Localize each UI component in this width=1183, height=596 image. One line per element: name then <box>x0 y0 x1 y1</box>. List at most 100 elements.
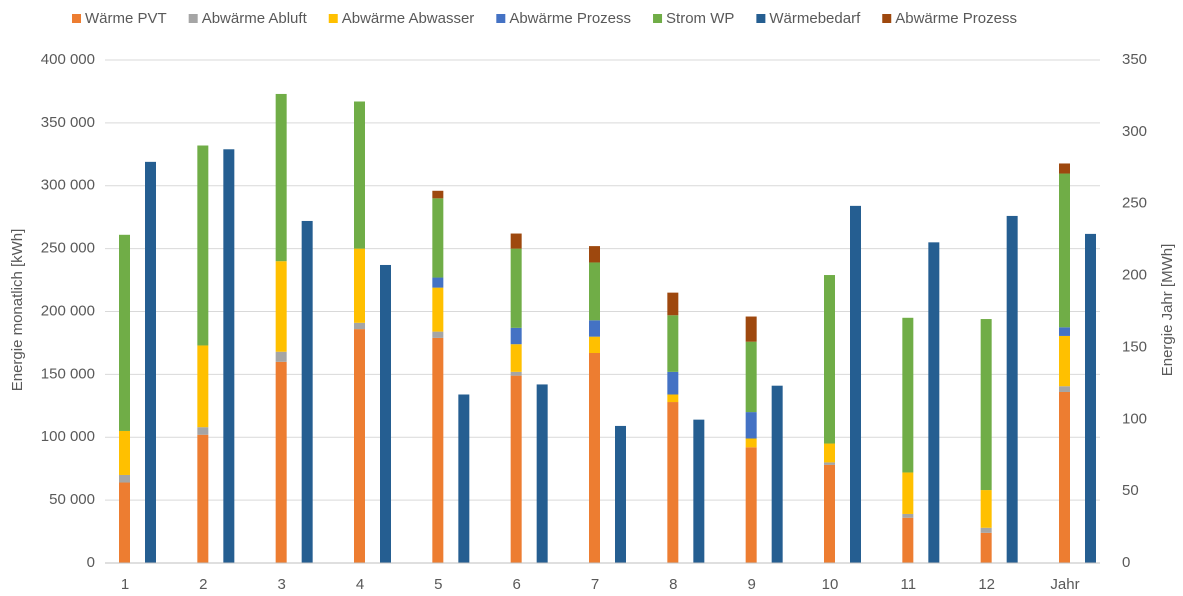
bar-segment <box>510 248 522 328</box>
bar-segment <box>119 430 130 475</box>
bar-segment <box>119 482 130 563</box>
y-tick-label: 100 000 <box>41 428 95 445</box>
bar-segment <box>745 341 757 413</box>
bar-segment <box>119 474 130 483</box>
legend-swatch <box>496 14 506 23</box>
y-axis-label: Energie monatlich [kWh] <box>9 229 26 392</box>
bar-segment <box>197 427 209 435</box>
y-tick-label: 150 000 <box>41 365 95 382</box>
bar-segment <box>1059 386 1070 392</box>
bar-segment <box>902 317 914 473</box>
bar-segment <box>771 385 783 563</box>
bar-segment <box>824 275 835 444</box>
x-tick-label: 11 <box>901 576 917 593</box>
y2-tick-label: 200 <box>1122 267 1147 284</box>
bar-segment <box>615 425 626 563</box>
bar-segment <box>354 101 365 249</box>
bar-segment <box>667 292 679 316</box>
bar-segment <box>1059 163 1070 174</box>
bar-segment <box>432 337 444 563</box>
legend-label: Strom WP <box>666 10 734 27</box>
bar-segment <box>119 234 130 431</box>
bar-segment <box>667 394 679 403</box>
legend-swatch <box>72 14 81 23</box>
x-tick-label: 1 <box>121 576 129 593</box>
x-tick-label: 2 <box>199 576 207 593</box>
bar-segment <box>667 371 679 395</box>
bar-segment <box>145 161 156 564</box>
x-tick-label: 9 <box>747 576 755 593</box>
bar-segment <box>902 513 914 518</box>
y2-tick-label: 50 <box>1122 482 1139 499</box>
bar-segment <box>667 402 679 563</box>
bar-segment <box>536 384 548 563</box>
y-tick-label: 200 000 <box>41 302 95 319</box>
y-tick-label: 350 000 <box>41 114 95 131</box>
legend-label: Abwärme Abluft <box>202 10 308 27</box>
bar-segment <box>1059 173 1070 328</box>
bar-segment <box>510 327 522 345</box>
bar-segment <box>1006 215 1018 563</box>
bar-segment <box>589 352 600 563</box>
bar-segment <box>589 320 600 337</box>
y-tick-label: 400 000 <box>41 51 95 68</box>
bar-segment <box>667 315 679 372</box>
y2-axis-label: Energie Jahr [MWh] <box>1159 244 1176 377</box>
bar-segment <box>693 419 705 563</box>
bar-segment <box>510 375 522 563</box>
y-tick-label: 50 000 <box>49 491 95 508</box>
bar-segment <box>197 434 209 563</box>
bar-segment <box>510 344 522 372</box>
y-tick-label: 250 000 <box>41 240 95 257</box>
bar-segment <box>824 462 835 465</box>
bar-segment <box>1085 233 1096 563</box>
bar-segment <box>928 242 940 563</box>
bar-segment <box>275 351 287 362</box>
y2-tick-label: 0 <box>1122 554 1130 571</box>
bar-segment <box>275 93 287 262</box>
bar-segment <box>980 532 992 563</box>
bar-segment <box>354 248 365 323</box>
bar-segment <box>432 190 444 199</box>
bar-segment <box>354 322 365 330</box>
legend-label: Wärme PVT <box>85 10 167 27</box>
bar-segment <box>589 336 600 353</box>
y2-tick-label: 250 <box>1122 195 1147 212</box>
bar-segment <box>1059 327 1070 336</box>
bar-segment <box>850 205 861 563</box>
x-tick-label: Jahr <box>1050 576 1079 593</box>
x-tick-label: 4 <box>356 576 364 593</box>
bar-segment <box>902 472 914 514</box>
y2-tick-label: 100 <box>1122 410 1147 427</box>
bar-segment <box>589 246 600 263</box>
y2-tick-label: 150 <box>1122 338 1147 355</box>
bar-segment <box>432 277 444 288</box>
bar-segment <box>458 394 470 563</box>
bar-segment <box>510 233 522 249</box>
legend-label: Abwärme Abwasser <box>342 10 475 27</box>
bar-segment <box>824 443 835 463</box>
bar-segment <box>745 447 757 563</box>
x-tick-label: 7 <box>591 576 599 593</box>
bar-segment <box>275 361 287 563</box>
bar-segment <box>354 329 365 563</box>
bar-segment <box>980 319 992 491</box>
bar-segment <box>902 517 914 563</box>
bar-segment <box>745 412 757 439</box>
bar-segment <box>745 316 757 342</box>
legend-swatch <box>188 14 198 23</box>
y-tick-label: 0 <box>87 554 95 571</box>
x-tick-label: 12 <box>978 576 995 593</box>
bar-segment <box>1059 391 1070 563</box>
x-tick-label: 6 <box>512 576 520 593</box>
bar-segment <box>824 464 835 563</box>
bar-segment <box>432 287 444 332</box>
x-tick-label: 8 <box>669 576 677 593</box>
bar-segment <box>980 490 992 528</box>
bar-segment <box>1059 335 1070 387</box>
legend-label: Abwärme Prozess <box>509 10 631 27</box>
bar-segment <box>745 438 757 448</box>
bar-segment <box>275 261 287 352</box>
legend-swatch <box>756 14 766 23</box>
